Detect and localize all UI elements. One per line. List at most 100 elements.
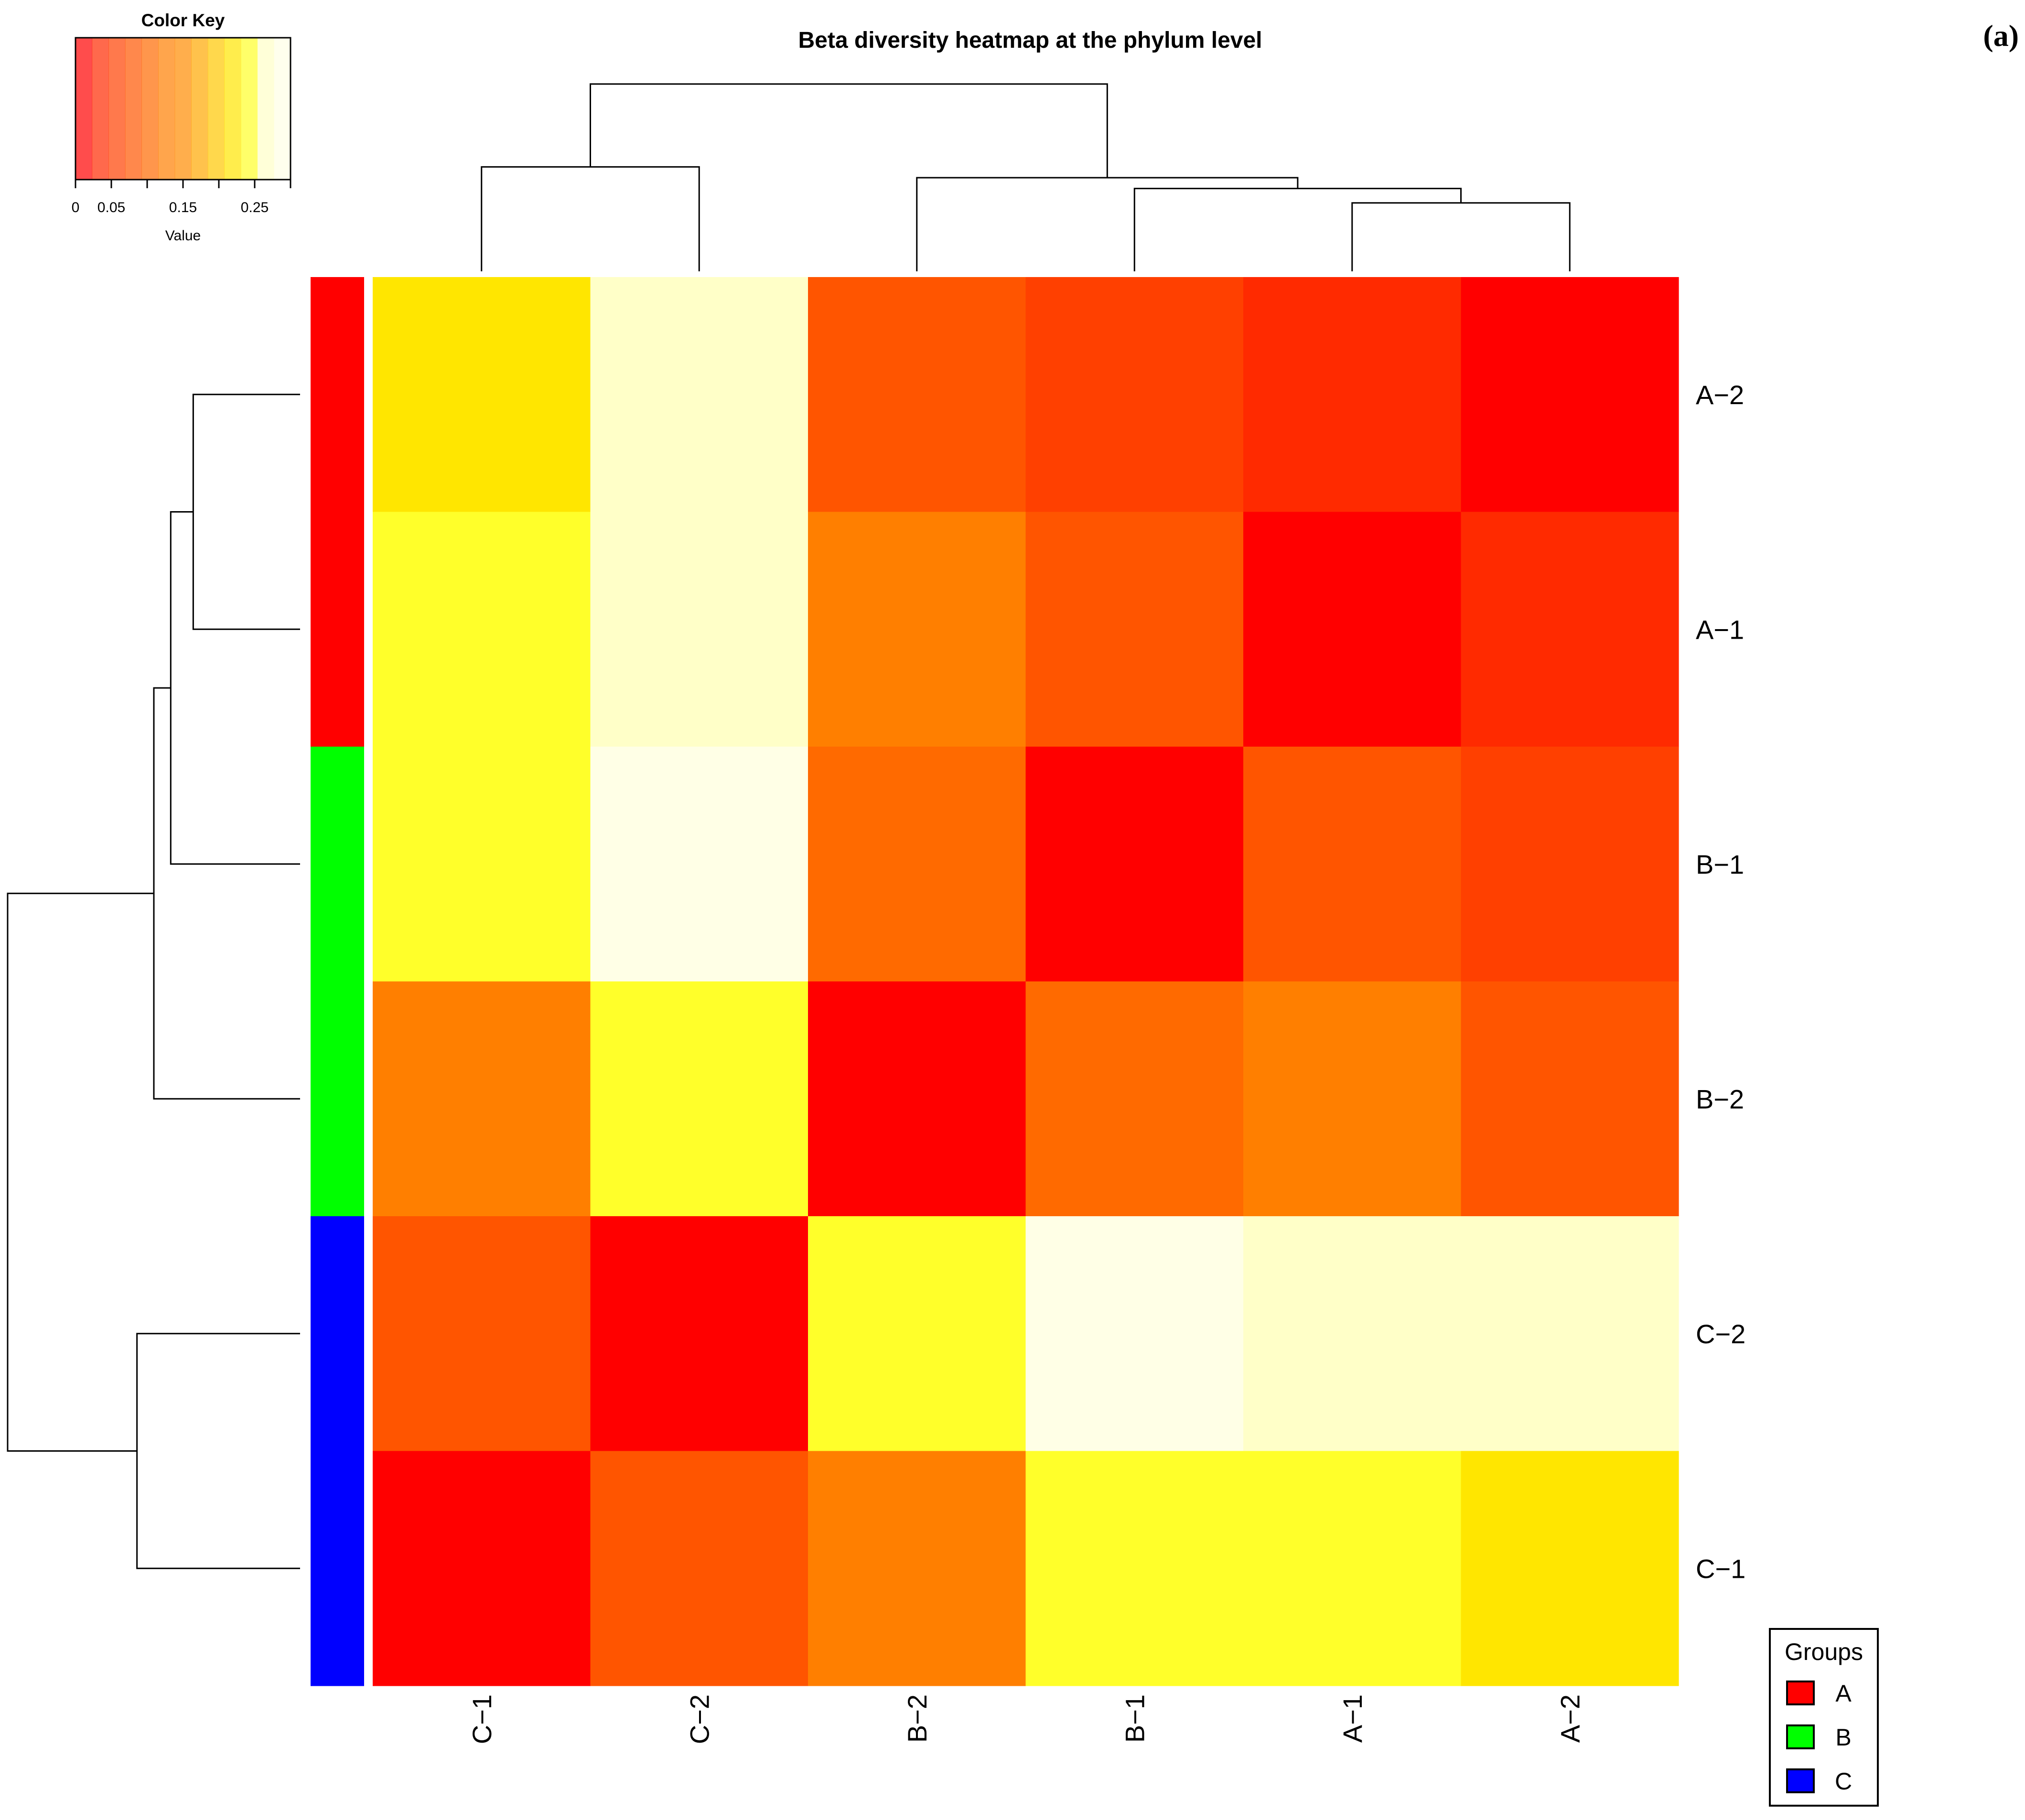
heatmap-cell-3-2	[808, 981, 1026, 1217]
heatmap-cell-4-1	[590, 1216, 808, 1452]
row-labels: A−2 A−1 B−1 B−2 C−2 C−1	[1696, 380, 1745, 1584]
legend-swatch-c	[1786, 1768, 1815, 1793]
color-key-swatch-9	[224, 38, 241, 180]
color-key-swatch-6	[174, 38, 192, 180]
heatmap-cell-1-4	[1243, 512, 1462, 747]
row-label-1: A−1	[1696, 614, 1744, 644]
group-bar-3	[311, 981, 364, 1217]
heatmap-cell-2-0	[373, 747, 591, 982]
panel-label: (a)	[1983, 19, 2019, 53]
col-dendro-branch-2	[916, 177, 1299, 271]
heatmap-cell-1-1	[590, 512, 808, 747]
row-dendro-branch-0	[192, 394, 300, 630]
heatmap-cell-0-3	[1025, 277, 1244, 513]
col-label-1: C−2	[684, 1694, 714, 1744]
heatmap-cell-4-0	[373, 1216, 591, 1452]
legend-label-b: B	[1835, 1724, 1851, 1751]
heatmap-cell-3-5	[1461, 981, 1679, 1217]
heatmap-cell-0-0	[373, 277, 591, 513]
color-key-swatch-0	[75, 38, 93, 180]
row-label-5: C−1	[1696, 1553, 1745, 1584]
heatmap-cell-4-4	[1243, 1216, 1462, 1452]
heatmap-cell-5-1	[590, 1451, 808, 1686]
heatmap-cell-0-1	[590, 277, 808, 513]
color-key-tick-label-2: 0.15	[169, 200, 197, 215]
row-dendrogram	[7, 394, 300, 1569]
group-bar-2	[311, 747, 364, 982]
col-dendro-branch-0	[1351, 202, 1571, 271]
heatmap-cell-3-1	[590, 981, 808, 1217]
heatmap-cell-2-3	[1025, 747, 1244, 982]
color-key-swatch-7	[191, 38, 208, 180]
col-label-5: A−2	[1555, 1694, 1585, 1743]
heatmap-cell-4-5	[1461, 1216, 1679, 1452]
row-label-2: B−1	[1696, 849, 1744, 879]
color-key-swatch-4	[141, 38, 159, 180]
heatmap-cell-2-5	[1461, 747, 1679, 982]
heatmap-cell-3-3	[1025, 981, 1244, 1217]
heatmap-cell-5-3	[1025, 1451, 1244, 1686]
heatmap-cell-5-2	[808, 1451, 1026, 1686]
heatmap-cell-1-3	[1025, 512, 1244, 747]
row-dendro-branch-4	[7, 892, 154, 1452]
color-key-tick-label-1: 0.05	[97, 200, 125, 215]
group-bar-4	[311, 1216, 364, 1452]
legend-swatch-a	[1786, 1681, 1815, 1705]
color-key-swatch-12	[274, 38, 291, 180]
row-label-0: A−2	[1696, 380, 1744, 410]
heatmap-cell-3-4	[1243, 981, 1462, 1217]
color-key-swatch-8	[207, 38, 225, 180]
heatmap-cell-1-2	[808, 512, 1026, 747]
color-key-swatch-2	[108, 38, 126, 180]
heatmap-cell-5-0	[373, 1451, 591, 1686]
heatmap-cell-2-4	[1243, 747, 1462, 982]
col-label-0: C−1	[467, 1694, 497, 1744]
col-dendro-branch-3	[481, 166, 700, 271]
col-label-4: A−1	[1337, 1694, 1368, 1743]
chart-title: Beta diversity heatmap at the phylum lev…	[798, 28, 1262, 53]
legend-swatch-b	[1786, 1724, 1815, 1749]
row-dendro-branch-2	[136, 1333, 300, 1569]
color-key-tick-label-3: 0.25	[241, 200, 269, 215]
heatmap-cell-0-4	[1243, 277, 1462, 513]
color-key: Color Key 0 0.05 0.15 0.25 Value	[72, 11, 291, 244]
heatmap-cell-0-5	[1461, 277, 1679, 513]
row-group-color-bar	[311, 277, 364, 1686]
row-label-4: C−2	[1696, 1319, 1745, 1349]
color-key-swatch-1	[92, 38, 109, 180]
color-key-swatch-5	[158, 38, 175, 180]
legend-title: Groups	[1785, 1638, 1863, 1665]
legend-label-a: A	[1835, 1680, 1852, 1707]
color-key-tick-label-0: 0	[72, 200, 80, 215]
row-dendro-branch-3	[153, 687, 300, 1100]
legend-label-c: C	[1835, 1768, 1852, 1795]
heatmap-cell-0-2	[808, 277, 1026, 513]
group-bar-5	[311, 1451, 364, 1686]
col-dendro-branch-4	[590, 83, 1108, 178]
heatmap-cell-4-2	[808, 1216, 1026, 1452]
col-label-2: B−2	[902, 1694, 932, 1743]
color-key-swatch-11	[257, 38, 274, 180]
heatmap-cells	[373, 277, 1679, 1686]
col-label-3: B−1	[1120, 1694, 1150, 1743]
row-dendro-branch-1	[170, 511, 300, 865]
heatmap-cell-1-0	[373, 512, 591, 747]
group-bar-0	[311, 277, 364, 513]
color-key-swatch-3	[125, 38, 142, 180]
color-key-xlabel: Value	[165, 228, 201, 244]
heatmap-cell-5-4	[1243, 1451, 1462, 1686]
color-key-swatch-10	[241, 38, 258, 180]
groups-legend: Groups ABC	[1769, 1628, 1879, 1807]
column-labels: C−1 C−2 B−2 B−1 A−1 A−2	[467, 1694, 1585, 1744]
color-key-title: Color Key	[141, 11, 225, 30]
heatmap-cell-2-1	[590, 747, 808, 982]
group-bar-1	[311, 512, 364, 747]
col-dendro-branch-1	[1133, 188, 1462, 271]
heatmap-cell-3-0	[373, 981, 591, 1217]
heatmap-cell-5-5	[1461, 1451, 1679, 1686]
heatmap-cell-2-2	[808, 747, 1026, 982]
heatmap-cell-4-3	[1025, 1216, 1244, 1452]
row-label-3: B−2	[1696, 1084, 1744, 1114]
heatmap-cell-1-5	[1461, 512, 1679, 747]
